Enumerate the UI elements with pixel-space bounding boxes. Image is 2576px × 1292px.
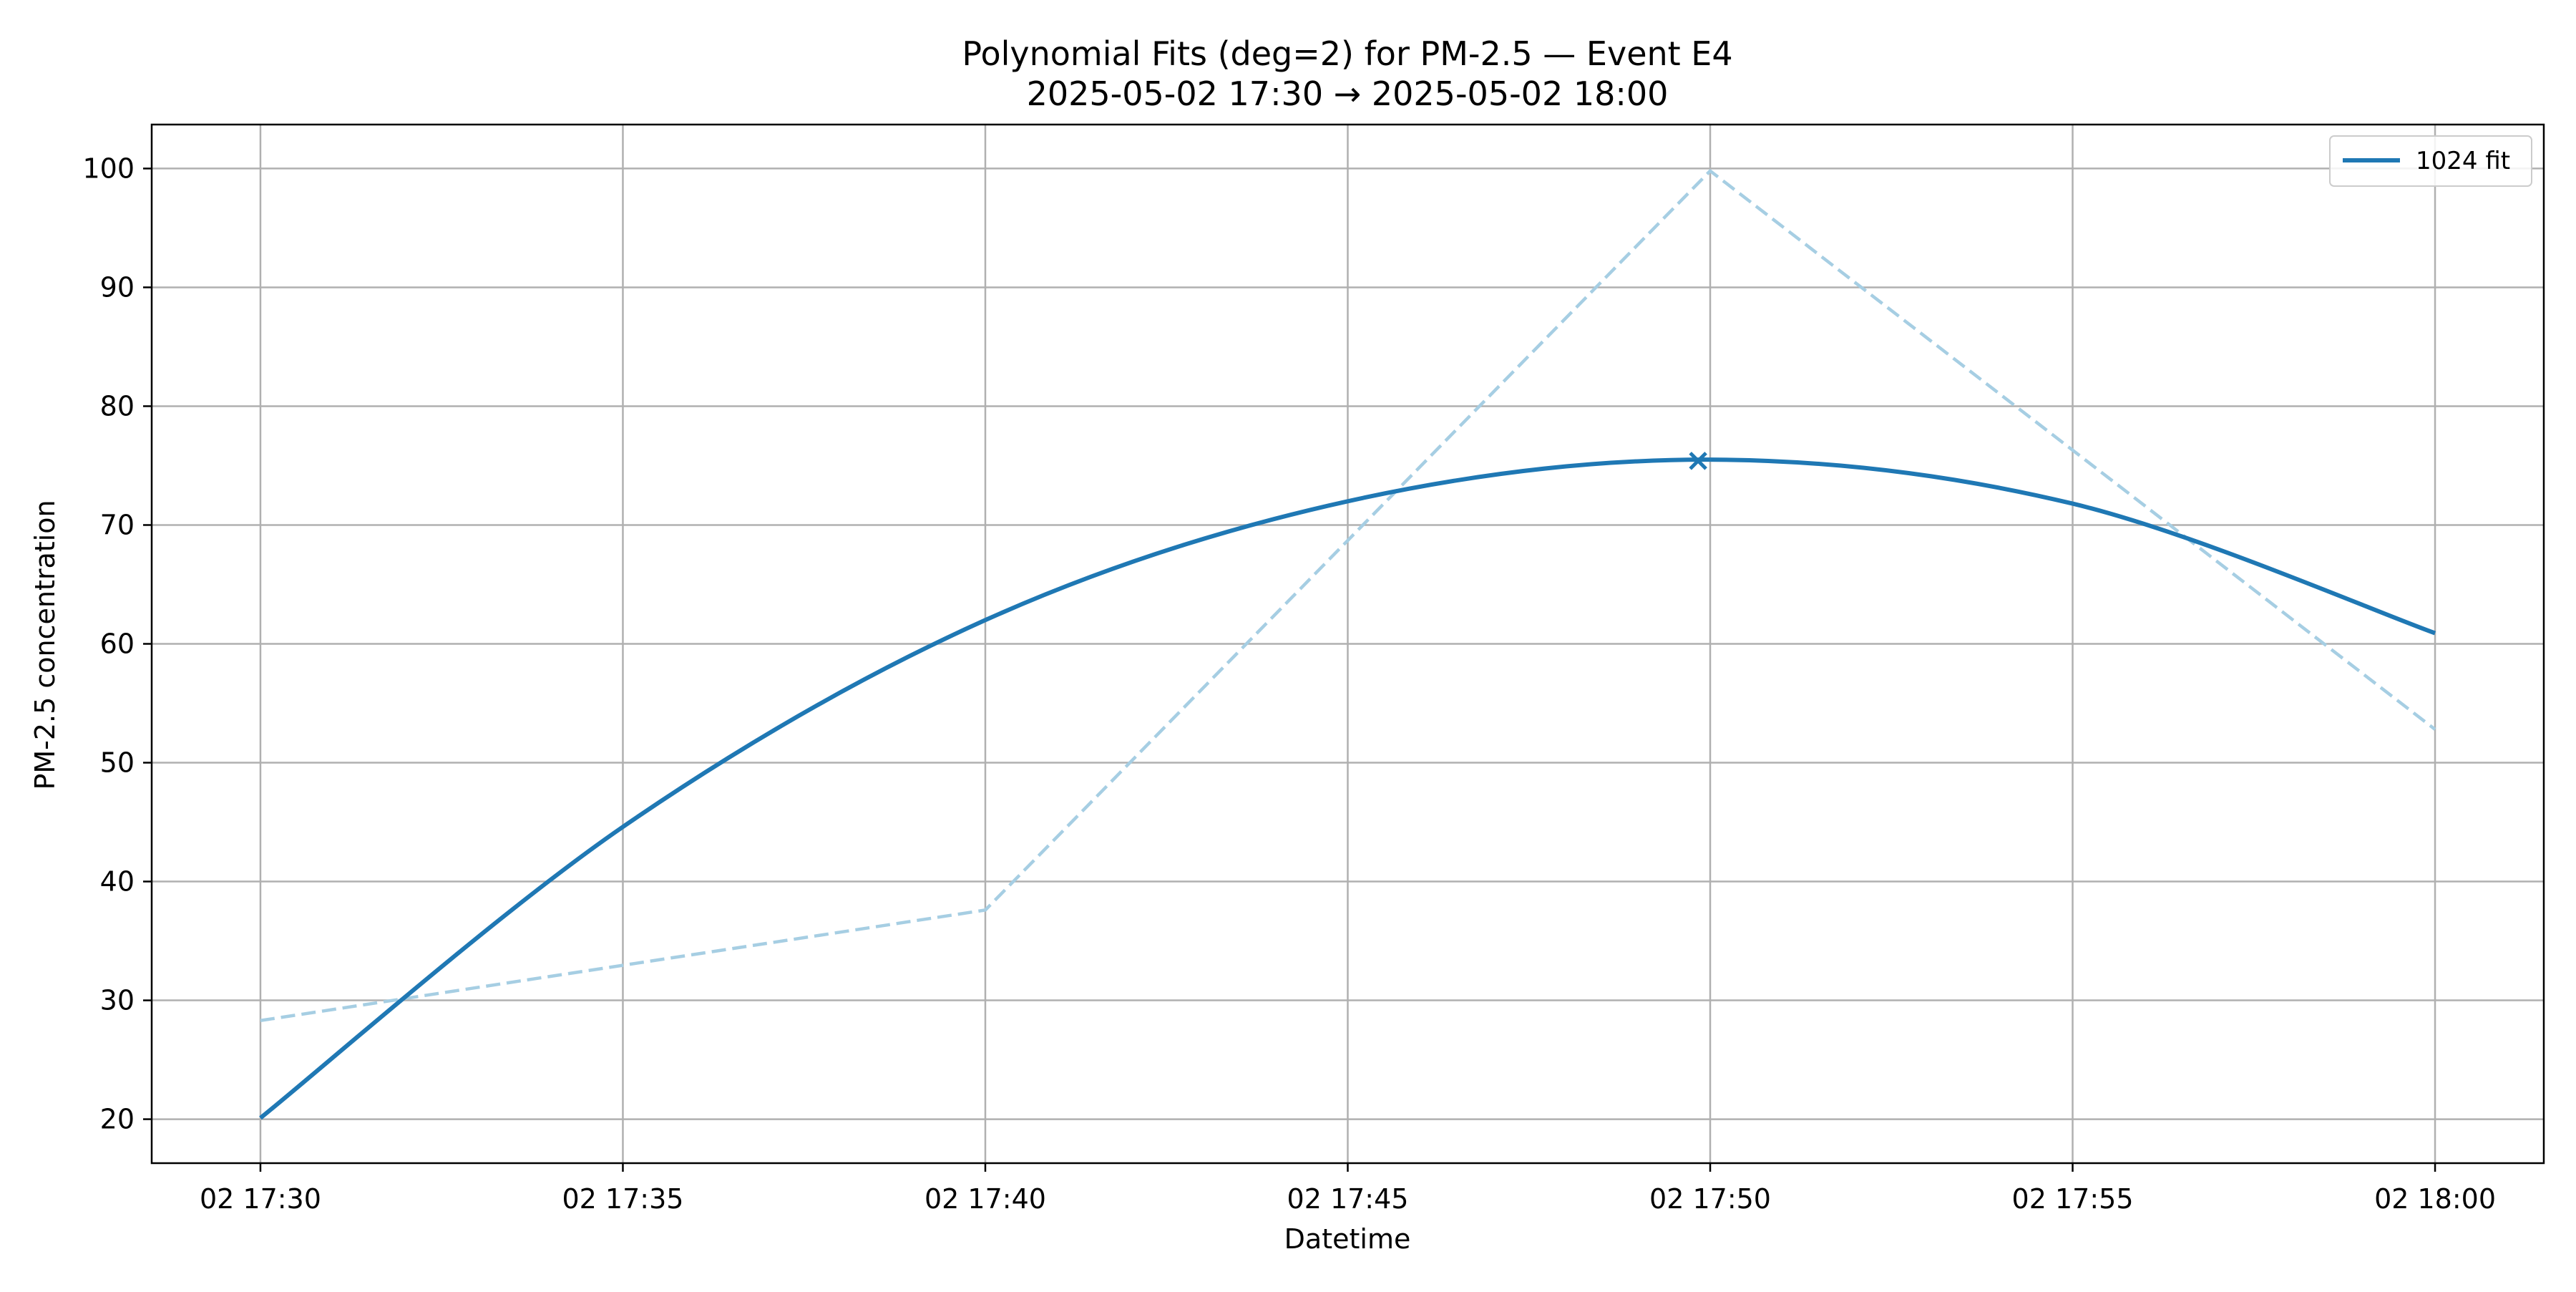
y-tick-label: 50 xyxy=(100,747,135,779)
y-tick-label: 20 xyxy=(100,1104,135,1135)
y-tick-label: 60 xyxy=(100,628,135,660)
grid-lines xyxy=(152,125,2544,1163)
x-tick-label: 02 17:30 xyxy=(200,1183,321,1215)
x-tick-label: 02 17:45 xyxy=(1287,1183,1409,1215)
y-tick-label: 40 xyxy=(100,866,135,898)
peak-markers xyxy=(1689,452,1707,470)
legend-box xyxy=(2329,135,2532,187)
chart-title: Polynomial Fits (deg=2) for PM-2.5 — Eve… xyxy=(962,34,1732,73)
y-tick-label: 100 xyxy=(82,152,135,184)
y-tick-label: 80 xyxy=(100,390,135,422)
y-axis-ticks: 20 30 40 50 60 70 80 90 100 xyxy=(82,152,152,1135)
x-tick-label: 02 17:50 xyxy=(1649,1183,1771,1215)
series-lines xyxy=(259,169,2436,1120)
legend: 1024 fit xyxy=(2329,135,2532,187)
x-tick-label: 02 18:00 xyxy=(2374,1183,2496,1215)
observed-series-line xyxy=(260,169,2436,1023)
y-tick-label: 70 xyxy=(100,509,135,540)
x-axis-ticks: 02 17:30 02 17:35 02 17:40 02 17:45 02 17:50… xyxy=(200,1163,2496,1215)
peak-marker xyxy=(1689,452,1707,470)
chart-subtitle: 2025-05-02 17:30 → 2025-05-02 18:00 xyxy=(1027,74,1669,113)
x-tick-label: 02 17:35 xyxy=(562,1183,683,1215)
x-tick-label: 02 17:55 xyxy=(2012,1183,2134,1215)
x-axis-label: Datetime xyxy=(1284,1223,1411,1255)
legend-label: 1024 fit xyxy=(2416,147,2510,175)
y-tick-label: 30 xyxy=(100,985,135,1016)
x-tick-label: 02 17:40 xyxy=(924,1183,1046,1215)
y-tick-label: 90 xyxy=(100,271,135,303)
y-axis-label: PM-2.5 concentration xyxy=(29,500,61,790)
fit-series-line xyxy=(259,457,2436,1120)
